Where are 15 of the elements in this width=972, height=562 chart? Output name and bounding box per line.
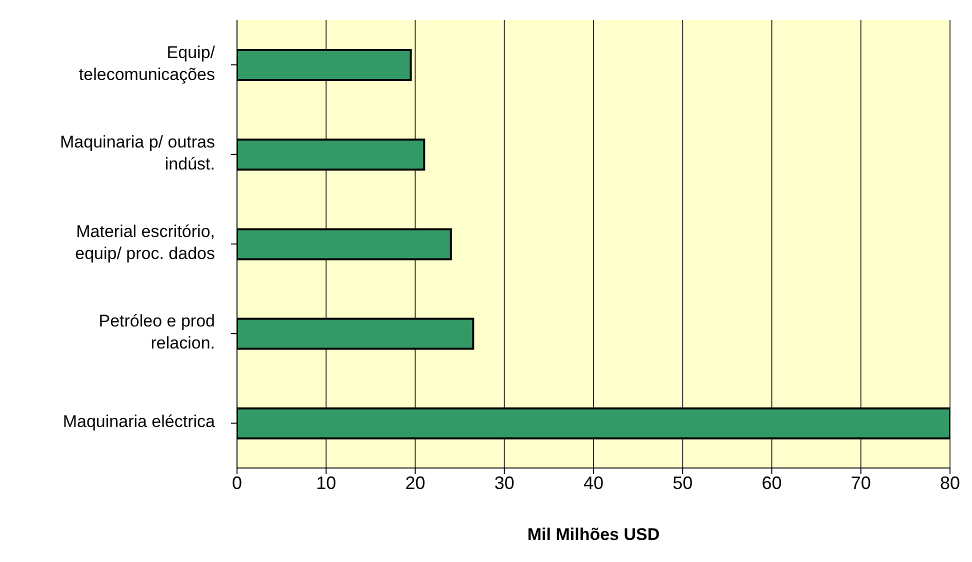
y-tick-label: Maquinaria eléctrica bbox=[62, 412, 216, 432]
y-tick-label: Material escritório, equip/ proc. dados bbox=[75, 222, 215, 264]
x-tick-label: 0 bbox=[232, 472, 242, 493]
y-tick-label: Equip/ telecomunicações bbox=[78, 43, 216, 84]
y-tick-label: Maquinaria p/ outras indúst. bbox=[60, 132, 215, 174]
x-tick-label: 70 bbox=[850, 472, 871, 493]
x-tick-label: 50 bbox=[672, 472, 693, 493]
y-tick-label: Petróleo e prod relacion. bbox=[98, 312, 215, 354]
x-tick-label: 30 bbox=[494, 472, 514, 493]
x-tick-label: 60 bbox=[762, 472, 782, 493]
x-tick-label: 10 bbox=[316, 472, 336, 493]
x-tick-label: 80 bbox=[940, 472, 960, 493]
x-axis-title: Mil Milhões USD bbox=[527, 525, 660, 544]
x-tick-label: 20 bbox=[405, 472, 426, 493]
x-tick-label: 40 bbox=[583, 472, 604, 493]
